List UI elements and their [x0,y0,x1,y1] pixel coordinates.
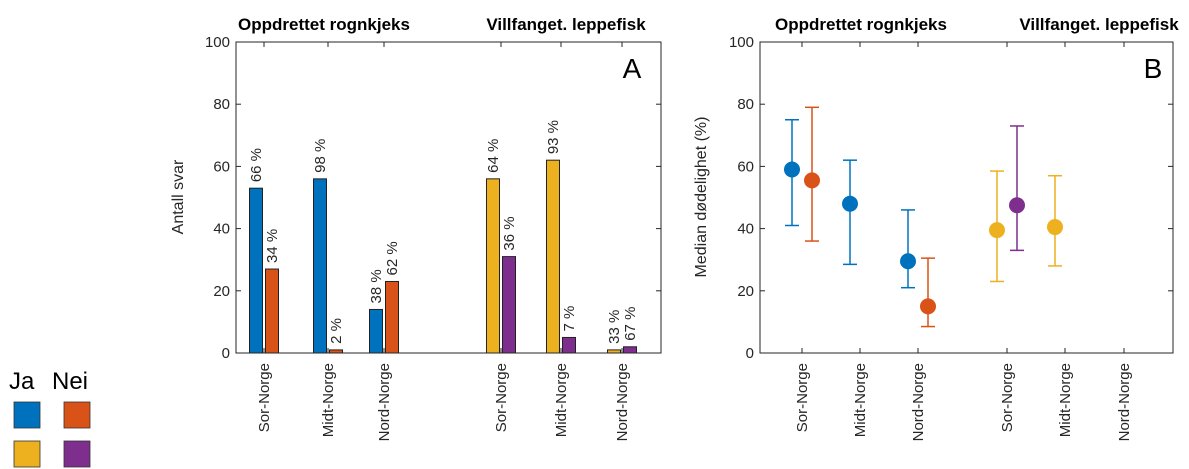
panel-a-group-title-2: Villfanget. leppefisk [486,15,646,34]
marker-ja-1 [842,195,858,212]
bar-label-nei-2: 62 % [384,241,401,275]
panel-b-xtick-label: Midt-Norge [852,363,869,437]
panel-b-xtick-label: Midt-Norge [1057,363,1074,437]
marker-nei-2 [920,298,936,315]
marker-ja-4 [1047,219,1063,236]
marker-ja-3 [989,222,1005,239]
bar-nei-0 [265,268,279,354]
panel-a-xtick-label: Sor-Norge [256,363,273,432]
panel-b-ytick-label: 20 [737,283,754,300]
panel-b-group-title-1: Oppdrettet rognkjeks [775,15,947,34]
panel-a-ylabel: Antall svar [170,159,187,234]
panel-b: Oppdrettet rognkjeks Villfanget. leppefi… [693,15,1179,441]
panel-a-ytick-label: 0 [222,345,230,362]
panel-a-xtick-label: Nord-Norge [376,363,393,441]
bar-ja-2 [369,308,383,354]
legend-swatch-ja-rognkjeks [13,401,41,429]
bar-nei-2 [385,280,399,354]
bar-label-ja-2: 38 % [368,269,385,303]
bar-label-nei-1: 2 % [328,318,345,344]
marker-ja-2 [900,253,916,270]
bar-ja-1 [313,178,327,354]
panel-a-frame [235,41,662,354]
legend-swatch-nei-rognkjeks [63,401,91,429]
bar-nei-4 [562,336,576,354]
panel-a-ytick-label: 80 [213,96,230,113]
panel-b-group-title-2: Villfanget. leppefisk [1019,15,1179,34]
marker-nei-3 [1009,197,1025,214]
legend-swatch-nei-leppefisk [63,440,91,468]
bar-ja-0 [249,187,263,354]
panel-a-ytick-label: 100 [205,34,230,51]
panel-b-xtick-label: Sor-Norge [794,363,811,432]
panel-b-ytick-label: 60 [737,158,754,175]
panel-a-ytick-label: 40 [213,221,230,238]
bar-label-nei-0: 34 % [264,229,281,263]
bar-label-ja-3: 64 % [485,139,502,173]
bar-nei-5 [623,346,637,354]
panel-b-xtick-label: Nord-Norge [1116,363,1133,441]
panel-a-xtick-label: Sor-Norge [493,363,510,432]
panel-a-ytick-label: 60 [213,158,230,175]
panel-a-ytick-label: 20 [213,283,230,300]
panel-a-xtick-label: Nord-Norge [614,363,631,441]
panel-a: Oppdrettet rognkjeks Villfanget. leppefi… [170,15,662,441]
bar-label-ja-1: 98 % [312,139,329,173]
bar-label-nei-4: 7 % [561,306,578,332]
legend-ja-label: Ja [9,368,35,395]
panel-a-axes: 0 20 40 60 80 100 Sor-Norge Midt-Norge Nord-Norg… [205,34,661,441]
panel-a-bars: 66 % 98 % 38 % 64 % 93 % 33 % 34 % 2 % 62 % 36 % 7… [248,120,639,354]
legend-nei-label: Nei [52,368,88,395]
marker-nei-0 [804,172,820,189]
panel-a-group-title-1: Oppdrettet rognkjeks [238,15,410,34]
panel-b-xtick-label: Sor-Norge [999,363,1016,432]
panel-b-xtick-label: Nord-Norge [910,363,927,441]
panel-b-ytick-label: 100 [729,34,754,51]
bar-label-nei-3: 36 % [501,216,518,250]
panel-b-ytick-label: 40 [737,221,754,238]
bar-label-nei-5: 67 % [622,307,639,341]
panel-a-label: A [623,53,642,84]
bar-ja-3 [486,178,500,354]
panel-b-markers [784,106,1063,328]
bar-nei-3 [502,256,516,354]
marker-ja-0 [784,161,800,178]
panel-b-axes: 0 20 40 60 80 100 Sor-Norge Midt-Norge Nord-Norg… [729,34,1173,441]
bar-ja-4 [546,159,560,354]
panel-b-ytick-label: 80 [737,96,754,113]
panel-b-frame [759,41,1174,354]
bar-label-ja-4: 93 % [545,120,562,154]
panel-b-ytick-label: 0 [746,345,754,362]
panel-a-xtick-label: Midt-Norge [320,363,337,437]
legend-swatch-ja-leppefisk [13,440,41,468]
bar-label-ja-5: 33 % [606,310,623,344]
bar-label-ja-0: 66 % [248,148,265,182]
panel-a-xtick-label: Midt-Norge [553,363,570,437]
legend: Ja Nei [9,368,91,468]
panel-b-ylabel: Median dødelighet (%) [693,117,710,278]
panel-b-label: B [1144,53,1163,84]
